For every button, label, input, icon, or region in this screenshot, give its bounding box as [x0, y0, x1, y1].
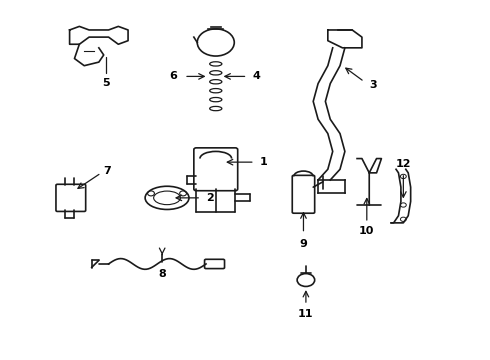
Text: 10: 10	[359, 226, 374, 237]
Text: 8: 8	[158, 269, 166, 279]
Text: 3: 3	[369, 80, 377, 90]
Text: 9: 9	[299, 239, 307, 249]
Text: 11: 11	[298, 309, 314, 319]
Text: 7: 7	[104, 166, 111, 176]
Text: 2: 2	[206, 193, 214, 203]
Text: 4: 4	[252, 71, 260, 81]
Text: 6: 6	[169, 71, 177, 81]
Text: 1: 1	[260, 157, 268, 167]
Text: 12: 12	[395, 159, 411, 169]
Text: 5: 5	[102, 78, 110, 88]
